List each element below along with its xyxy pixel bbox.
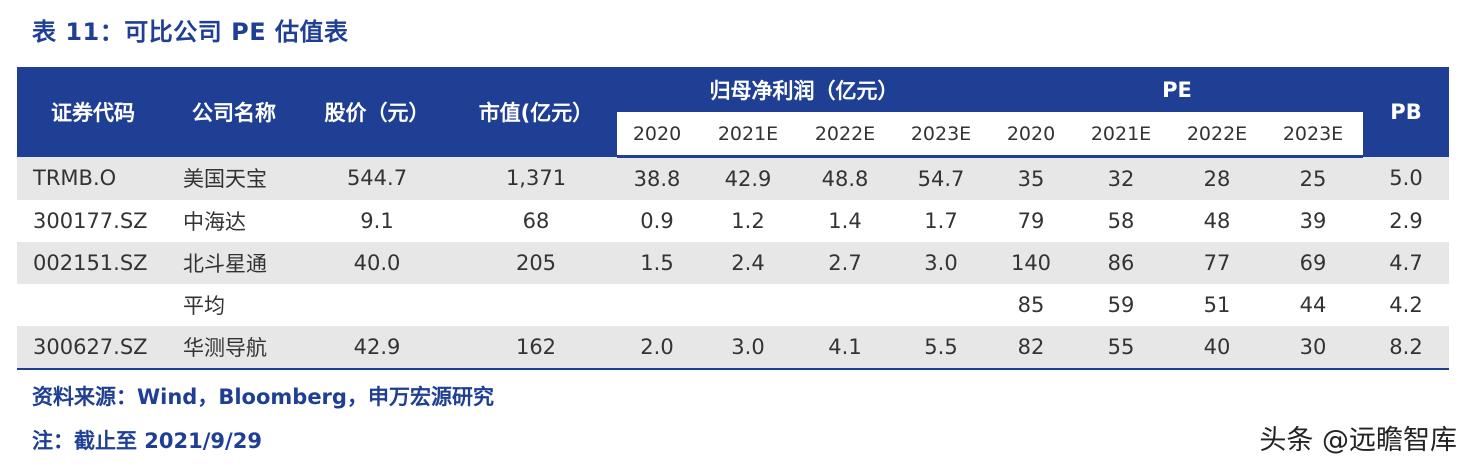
header-market-cap: 市值(亿元） xyxy=(455,67,617,157)
table-row: 300627.SZ 华测导航 42.9 162 2.0 3.0 4.1 5.5 … xyxy=(17,326,1449,370)
header-profit-year: 2021E xyxy=(697,112,799,158)
cell-market-cap: 162 xyxy=(455,326,617,370)
cell-code xyxy=(17,284,169,326)
cell-profit: 1.7 xyxy=(891,200,991,242)
cell-pe: 79 xyxy=(991,200,1071,242)
cell-pb: 2.9 xyxy=(1363,200,1449,242)
cell-profit: 2.0 xyxy=(617,326,697,370)
header-profit-year: 2022E xyxy=(799,112,891,158)
cell-profit: 0.9 xyxy=(617,200,697,242)
cell-profit xyxy=(799,284,891,326)
cell-code: TRMB.O xyxy=(17,156,169,200)
cell-pe: 140 xyxy=(991,242,1071,284)
header-pb: PB xyxy=(1363,67,1449,157)
cell-pe: 51 xyxy=(1171,284,1263,326)
cell-pe: 48 xyxy=(1171,200,1263,242)
header-pe-year: 2020 xyxy=(991,112,1071,158)
valuation-table: 证券代码 公司名称 股价（元） 市值(亿元） 归母净利润（亿元） PE PB 2… xyxy=(17,67,1449,370)
table-row-average: 平均 85 59 51 44 4.2 xyxy=(17,284,1449,326)
cell-market-cap: 1,371 xyxy=(455,156,617,200)
cell-code: 300627.SZ xyxy=(17,326,169,370)
cell-pe: 69 xyxy=(1263,242,1363,284)
cell-profit xyxy=(617,284,697,326)
cell-profit: 38.8 xyxy=(617,156,697,200)
header-net-profit-group: 归母净利润（亿元） xyxy=(617,67,991,112)
cell-pe: 59 xyxy=(1071,284,1171,326)
cell-pe: 25 xyxy=(1263,156,1363,200)
cell-pe: 86 xyxy=(1071,242,1171,284)
table-row: 002151.SZ 北斗星通 40.0 205 1.5 2.4 2.7 3.0 … xyxy=(17,242,1449,284)
cell-pe: 55 xyxy=(1071,326,1171,370)
cell-pe: 30 xyxy=(1263,326,1363,370)
header-pe-group: PE xyxy=(991,67,1363,112)
cell-name: 美国天宝 xyxy=(169,156,299,200)
watermark: 头条 @远瞻智库 xyxy=(1259,425,1457,456)
cell-profit: 42.9 xyxy=(697,156,799,200)
cell-pe: 28 xyxy=(1171,156,1263,200)
cell-pe: 44 xyxy=(1263,284,1363,326)
cell-name: 平均 xyxy=(169,284,299,326)
cell-code: 300177.SZ xyxy=(17,200,169,242)
source-note: 资料来源：Wind，Bloomberg，申万宏源研究 xyxy=(32,385,494,409)
cell-profit: 48.8 xyxy=(799,156,891,200)
cell-pe: 82 xyxy=(991,326,1071,370)
cell-pb: 4.7 xyxy=(1363,242,1449,284)
cell-profit: 3.0 xyxy=(891,242,991,284)
cell-profit: 3.0 xyxy=(697,326,799,370)
cell-profit: 2.7 xyxy=(799,242,891,284)
cell-profit: 1.5 xyxy=(617,242,697,284)
cell-price: 9.1 xyxy=(299,200,455,242)
cell-profit: 2.4 xyxy=(697,242,799,284)
cell-code: 002151.SZ xyxy=(17,242,169,284)
cell-profit: 5.5 xyxy=(891,326,991,370)
cell-price xyxy=(299,284,455,326)
cell-profit xyxy=(891,284,991,326)
cell-profit: 1.4 xyxy=(799,200,891,242)
header-profit-year: 2023E xyxy=(891,112,991,158)
header-pe-year: 2023E xyxy=(1263,112,1363,158)
header-price: 股价（元） xyxy=(299,67,455,157)
cell-profit: 54.7 xyxy=(891,156,991,200)
cell-profit: 4.1 xyxy=(799,326,891,370)
cell-price: 40.0 xyxy=(299,242,455,284)
cell-pe: 85 xyxy=(991,284,1071,326)
cell-price: 42.9 xyxy=(299,326,455,370)
header-profit-year: 2020 xyxy=(617,112,697,158)
header-name: 公司名称 xyxy=(169,67,299,157)
cell-market-cap xyxy=(455,284,617,326)
cell-name: 中海达 xyxy=(169,200,299,242)
header-pe-year: 2022E xyxy=(1171,112,1263,158)
cell-pb: 4.2 xyxy=(1363,284,1449,326)
table-title: 表 11：可比公司 PE 估值表 xyxy=(32,18,349,46)
valuation-table-container: 证券代码 公司名称 股价（元） 市值(亿元） 归母净利润（亿元） PE PB 2… xyxy=(17,67,1449,370)
cell-name: 华测导航 xyxy=(169,326,299,370)
cell-profit xyxy=(697,284,799,326)
cell-pe: 77 xyxy=(1171,242,1263,284)
cell-pe: 32 xyxy=(1071,156,1171,200)
cell-market-cap: 68 xyxy=(455,200,617,242)
cell-pe: 58 xyxy=(1071,200,1171,242)
cell-profit: 1.2 xyxy=(697,200,799,242)
table-row: 300177.SZ 中海达 9.1 68 0.9 1.2 1.4 1.7 79 … xyxy=(17,200,1449,242)
cell-pe: 39 xyxy=(1263,200,1363,242)
cell-price: 544.7 xyxy=(299,156,455,200)
cell-pe: 35 xyxy=(991,156,1071,200)
header-code: 证券代码 xyxy=(17,67,169,157)
date-note: 注：截止至 2021/9/29 xyxy=(32,429,262,453)
table-row: TRMB.O 美国天宝 544.7 1,371 38.8 42.9 48.8 5… xyxy=(17,156,1449,200)
header-pe-year: 2021E xyxy=(1071,112,1171,158)
cell-name: 北斗星通 xyxy=(169,242,299,284)
cell-pb: 5.0 xyxy=(1363,156,1449,200)
cell-pb: 8.2 xyxy=(1363,326,1449,370)
cell-market-cap: 205 xyxy=(455,242,617,284)
cell-pe: 40 xyxy=(1171,326,1263,370)
